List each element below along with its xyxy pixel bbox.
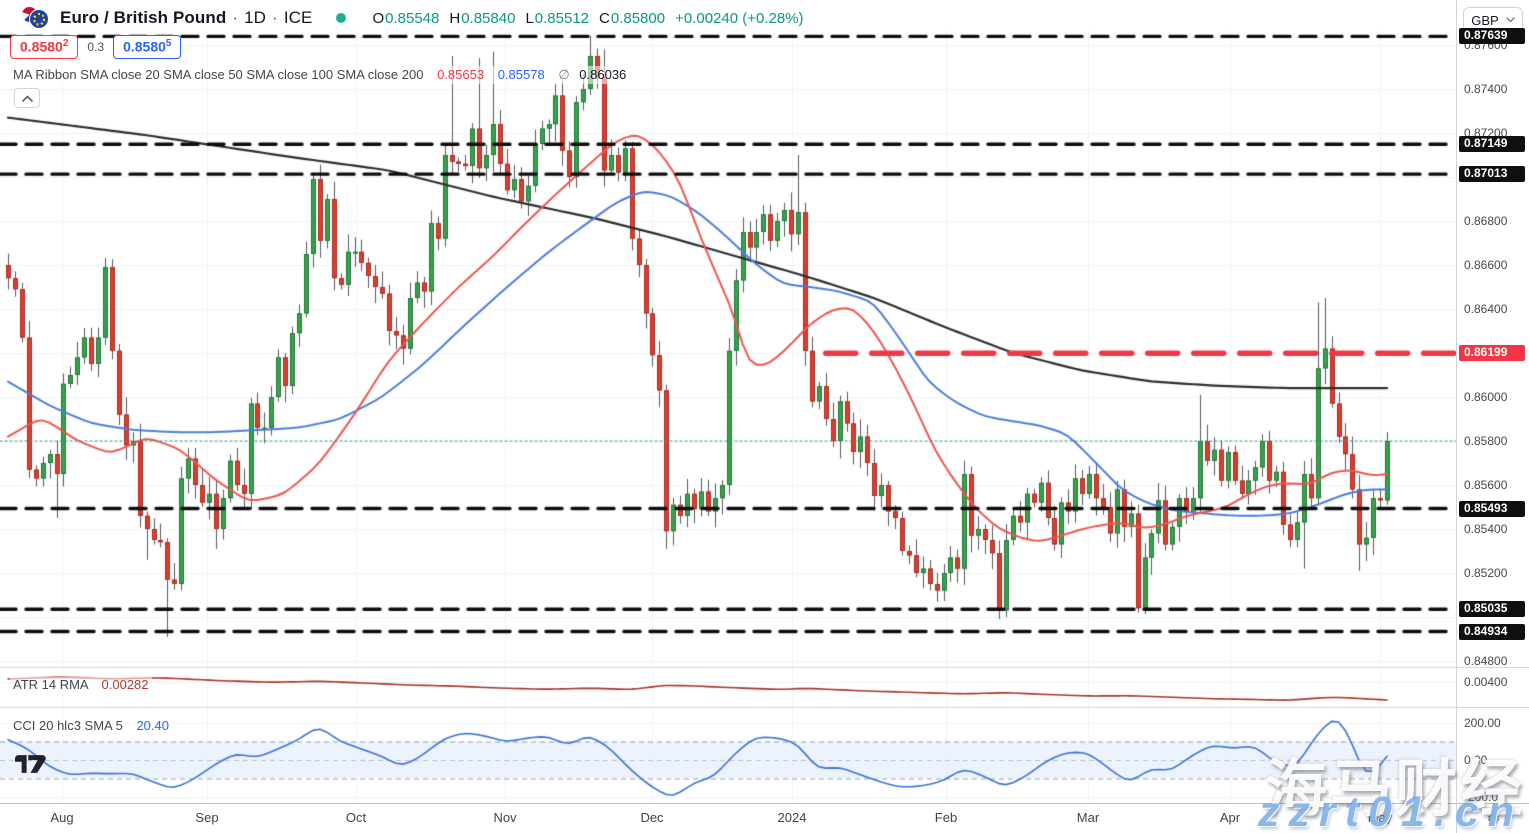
price-level-chip: 0.85493 <box>1459 500 1525 517</box>
cci-scale-label: 200.00 <box>1464 716 1501 730</box>
time-axis-label: Feb <box>934 810 958 825</box>
time-axis-label: Sep <box>195 810 219 825</box>
chart-canvas[interactable] <box>0 0 1456 803</box>
low-value: 0.85512 <box>534 9 590 27</box>
open-value: 0.85548 <box>385 9 440 27</box>
collapse-legend-button[interactable] <box>14 88 40 108</box>
time-axis-label: Dec <box>640 810 664 825</box>
sma50-value: 0.85578 <box>497 67 545 82</box>
time-axis-label: Mar <box>1076 810 1100 825</box>
time-axis-label: 2024 <box>777 810 807 825</box>
price-level-chip: 0.87639 <box>1459 28 1525 45</box>
timeframe: 1D <box>244 8 267 27</box>
price-level-chip: 0.87149 <box>1459 136 1525 153</box>
tradingview-logo-icon[interactable] <box>15 755 46 778</box>
price-scale-label: 0.85400 <box>1464 522 1508 536</box>
price-level-chip: 0.87013 <box>1459 166 1525 183</box>
ma-ribbon-legend: MA Ribbon SMA close 20 SMA close 50 SMA … <box>10 66 630 84</box>
scale-corner: ⚙ <box>1457 803 1529 833</box>
atr-legend: ATR 14 RMA 0.00282 <box>10 677 152 692</box>
price-scale-label: 0.87400 <box>1464 82 1508 96</box>
price-scale-label: 0.85600 <box>1464 478 1508 492</box>
price-scale-label: 0.86400 <box>1464 302 1508 316</box>
bid-price-chip[interactable]: 0.85802 <box>10 35 79 59</box>
chevron-down-icon <box>1506 17 1515 23</box>
price-scale-label: 0.86800 <box>1464 214 1508 228</box>
time-axis[interactable]: Aug Sep Oct Nov Dec 2024 Feb Mar Apr May <box>0 803 1456 833</box>
symbol-name: Euro / British Pound <box>60 8 227 27</box>
pane-separator <box>1457 707 1529 708</box>
close-value: 0.85800 <box>610 9 666 27</box>
time-axis-label: Apr <box>1219 810 1241 825</box>
settings-gear-icon[interactable]: ⚙ <box>1486 810 1501 828</box>
spread-value: 0.3 <box>78 39 114 54</box>
symbol-title[interactable]: Euro / British Pound · 1D · ICE <box>60 8 313 27</box>
time-axis-label: May <box>1367 810 1393 825</box>
chevron-up-icon <box>21 94 33 102</box>
high-value: 0.85840 <box>461 9 516 27</box>
price-scale-label: 0.86000 <box>1464 390 1508 404</box>
cci-legend: CCI 20 hlc3 SMA 5 20.40 <box>10 718 172 733</box>
time-axis-label: Oct <box>345 810 367 825</box>
cci-value: 20.40 <box>136 718 169 733</box>
price-level-chip-red: 0.86199 <box>1459 345 1525 362</box>
price-scale-label: 0.85800 <box>1464 434 1508 448</box>
sma200-value: 0.86036 <box>579 67 627 82</box>
symbol-header: Euro / British Pound · 1D · ICE O0.85548 H0.… <box>22 6 804 30</box>
price-level-chip: 0.84934 <box>1459 623 1525 640</box>
atr-value: 0.00282 <box>101 677 149 692</box>
ma-ribbon-label: MA Ribbon SMA close 20 SMA close 50 SMA … <box>13 67 424 82</box>
time-axis-label: Aug <box>50 810 74 825</box>
empty-set-icon: ∅ <box>558 67 570 82</box>
market-status-dot-icon <box>336 13 347 23</box>
atr-scale-label: 0.00400 <box>1464 675 1508 689</box>
currency-label: GBP <box>1471 12 1499 28</box>
atr-label: ATR 14 RMA <box>13 677 88 692</box>
price-scale[interactable]: GBP 0.87600 0.87400 0.87200 0.86800 0.86600 0… <box>1456 0 1529 833</box>
pair-flag-icon <box>22 7 52 29</box>
sma20-value: 0.85653 <box>437 67 485 82</box>
cci-scale-label: -200.00 <box>1464 790 1505 804</box>
exchange: ICE <box>283 8 313 27</box>
price-level-chip: 0.85035 <box>1459 601 1525 618</box>
time-axis-label: Nov <box>493 810 517 825</box>
price-scale-label: 0.86600 <box>1464 258 1508 272</box>
price-scale-label: 0.84800 <box>1464 654 1508 668</box>
cci-scale-label: 0.00 <box>1464 753 1488 767</box>
price-scale-label: 0.85200 <box>1464 566 1508 580</box>
pane-separator <box>1457 667 1529 668</box>
bid-ask-row: 0.85802 0.3 0.85805 <box>10 35 182 59</box>
change-value: +0.00240 (+0.28%) <box>675 9 804 27</box>
cci-label: CCI 20 hlc3 SMA 5 <box>13 718 123 733</box>
ohlc-readout: O0.85548 H0.85840 L0.85512 C0.85800 +0.0… <box>372 9 804 27</box>
ask-price-chip[interactable]: 0.85805 <box>113 35 182 59</box>
